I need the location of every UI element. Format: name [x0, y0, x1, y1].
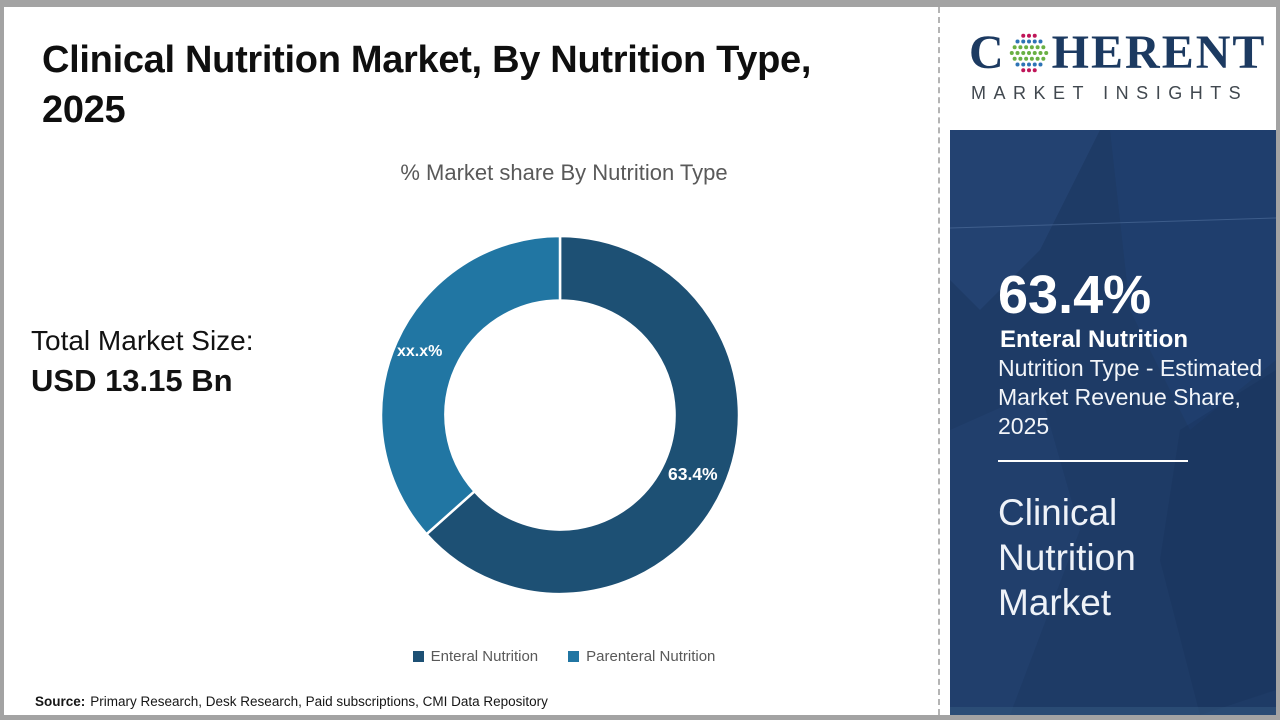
- logo-panel: C HERENT MARKET INSIGHTS: [943, 7, 1276, 130]
- brand-logo: C HERENT: [969, 29, 1266, 77]
- legend-label-enteral: Enteral Nutrition: [430, 648, 539, 665]
- sidebar-stat-description: Nutrition Type - Estimated Market Revenu…: [998, 355, 1263, 439]
- content-canvas: Clinical Nutrition Market, By Nutrition …: [4, 7, 1276, 715]
- legend-swatch-parenteral: [568, 651, 580, 662]
- source-line: Source: Primary Research, Desk Research, …: [35, 694, 548, 709]
- logo-text-suffix: HERENT: [1051, 26, 1267, 79]
- sidebar-divider-line: [998, 460, 1188, 462]
- legend-label-parenteral: Parenteral Nutrition: [586, 648, 716, 665]
- total-market-size-label: Total Market Size:: [31, 325, 254, 356]
- globe-dots-icon: [1009, 33, 1048, 73]
- legend-item-enteral: Enteral Nutrition: [412, 648, 539, 665]
- logo-text-prefix: C: [969, 26, 1006, 79]
- legend-swatch-enteral: [412, 651, 424, 662]
- highlight-sidebar: 63.4% Enteral Nutrition Nutrition Type -…: [950, 130, 1276, 715]
- donut-chart: xx.x% 63.4%: [378, 233, 742, 597]
- total-market-size-value: USD 13.15 Bn: [31, 363, 233, 398]
- logo-subtitle: MARKET INSIGHTS: [971, 83, 1249, 103]
- legend-item-parenteral: Parenteral Nutrition: [568, 648, 715, 665]
- vertical-dashed-separator: [938, 7, 940, 715]
- sidebar-stat-value: 63.4%: [998, 265, 1152, 325]
- chart-legend: Enteral Nutrition Parenteral Nutrition: [159, 648, 969, 665]
- total-market-size-block: Total Market Size: USD 13.15 Bn: [31, 325, 254, 399]
- donut-chart-svg: [379, 234, 741, 596]
- sidebar-market-name: Clinical Nutrition Market: [998, 492, 1136, 624]
- source-text: Primary Research, Desk Research, Paid su…: [90, 694, 548, 709]
- sidebar-stat-label: Enteral Nutrition: [1000, 326, 1189, 353]
- page-title: Clinical Nutrition Market, By Nutrition …: [42, 39, 812, 132]
- chart-title: % Market share By Nutrition Type: [400, 160, 728, 185]
- world-map-texture: [950, 130, 1276, 715]
- slice-label-enteral: 63.4%: [668, 464, 718, 484]
- source-label: Source:: [35, 694, 86, 709]
- slice-label-parenteral: xx.x%: [397, 343, 443, 360]
